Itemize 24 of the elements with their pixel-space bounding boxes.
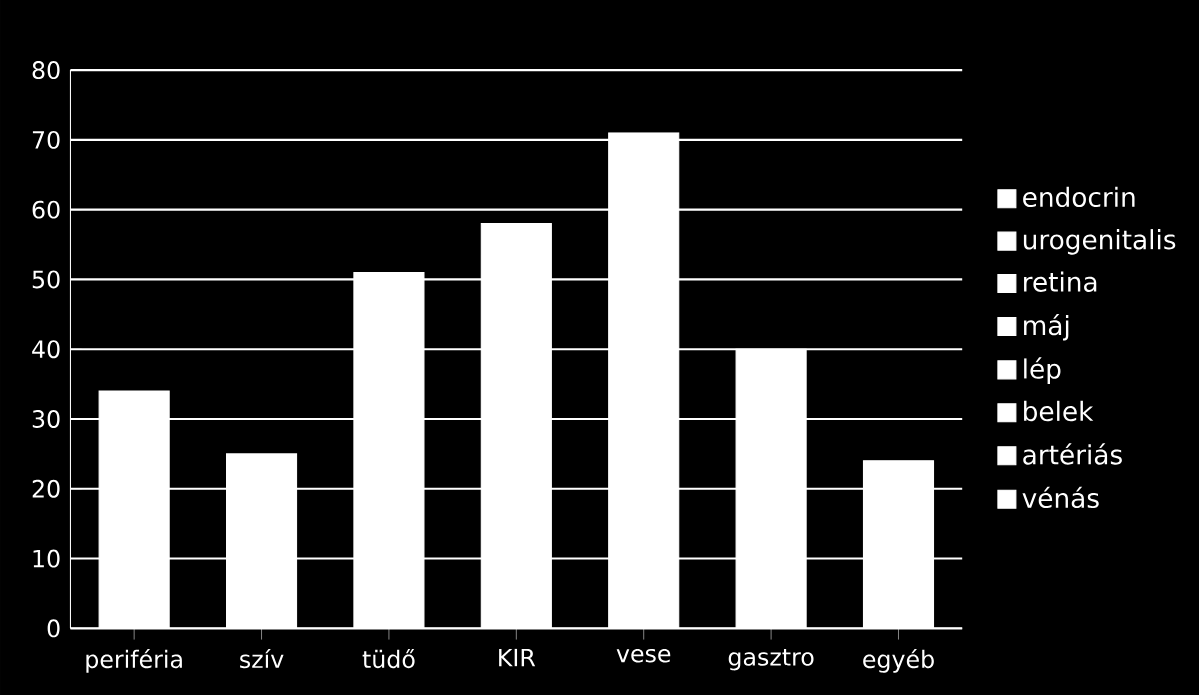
legend-label: belek: [1024, 400, 1094, 422]
x-tick-label: KIR: [499, 648, 536, 667]
x-tick-label: egyéb: [863, 648, 934, 673]
legend-label: máj: [1024, 313, 1069, 341]
x-tick-label: gasztro: [728, 648, 814, 671]
x-tick-label: tüdő: [362, 648, 415, 669]
y-tick-label: 60: [32, 200, 60, 219]
y-tick-label: 40: [32, 340, 60, 359]
y-tick-label: 70: [32, 130, 60, 149]
legend-label: lép: [1024, 357, 1061, 384]
x-tick-label: szív: [240, 648, 284, 669]
legend-label: urogenitalis: [1023, 229, 1176, 255]
x-tick-label: vese: [616, 648, 671, 663]
y-tick-label: 10: [33, 549, 60, 568]
legend-label: retina: [1024, 271, 1097, 292]
y-tick-label: 50: [32, 270, 60, 289]
y-tick-label: 30: [32, 410, 60, 428]
legend-label: vénás: [1022, 486, 1099, 509]
y-tick-label: 20: [32, 479, 60, 498]
y-tick-label: 80: [32, 61, 60, 80]
y-tick-label: 0: [47, 619, 60, 638]
legend-label: endocrin: [1023, 186, 1135, 208]
legend-label: artériás: [1023, 443, 1122, 465]
x-tick-label: periféria: [86, 648, 182, 673]
